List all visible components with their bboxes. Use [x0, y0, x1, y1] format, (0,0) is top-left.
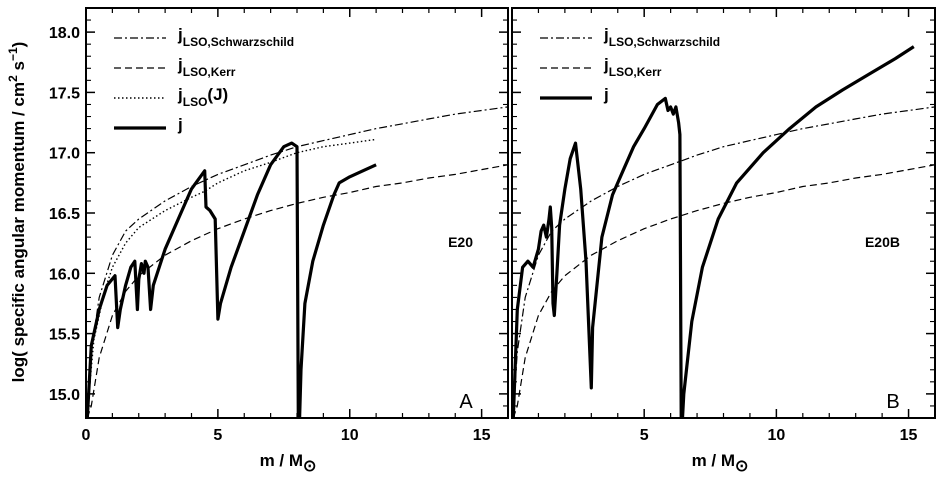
legend-entry: jLSO,Schwarzschild	[177, 25, 294, 49]
legend-subscript: LSO	[183, 95, 208, 109]
series-solid-line	[512, 45, 915, 418]
model-tag: E20	[448, 234, 473, 250]
x-axis-title-left-sun: ⊙	[303, 458, 316, 475]
y-axis-title-sup2: −1	[6, 47, 20, 61]
y-tick-label: 15.0	[49, 387, 80, 404]
model-tag: E20B	[865, 234, 900, 250]
panel-letter: B	[886, 391, 899, 413]
x-axis-title-left-main: m / M	[260, 451, 303, 470]
legend-entry: j	[177, 115, 183, 134]
legend-symbol: j	[603, 55, 609, 74]
x-axis-title-right-sun: ⊙	[735, 458, 748, 475]
x-axis-title-left: m / M⊙	[260, 451, 317, 475]
x-tick-label: 10	[767, 427, 785, 444]
series-dashed-line	[512, 164, 935, 418]
y-axis-title-suffix: )	[9, 42, 28, 48]
legend-suffix: (J)	[207, 85, 228, 104]
svg-text:log( specific angular momentum: log( specific angular momentum / cm2 s−1…	[6, 42, 28, 383]
panel-letter: A	[459, 391, 473, 413]
legend-entry: jLSO,Kerr	[177, 55, 236, 79]
y-tick-label: 15.5	[49, 327, 80, 344]
x-tick-label: 10	[341, 427, 359, 444]
legend-entry: jLSO(J)	[177, 85, 228, 109]
legend-entry: j	[603, 85, 609, 104]
y-axis-title-mid: s	[9, 61, 28, 75]
y-tick-label: 16.5	[49, 206, 80, 223]
legend-symbol: j	[177, 115, 183, 134]
legend-symbol: j	[603, 25, 609, 44]
y-tick-label: 18.0	[49, 25, 80, 42]
legend-symbol: j	[177, 25, 183, 44]
series-dotted-line	[86, 138, 377, 413]
legend-subscript: LSO,Schwarzschild	[183, 35, 294, 49]
x-tick-label: 5	[213, 427, 222, 444]
series-dashdot-line	[86, 106, 508, 413]
y-tick-label: 17.0	[49, 146, 80, 163]
y-axis-title-prefix: log( specific angular momentum / cm	[9, 82, 28, 382]
x-tick-label: 0	[82, 427, 91, 444]
x-tick-label: 15	[900, 427, 918, 444]
legend-entry: jLSO,Kerr	[603, 55, 662, 79]
x-tick-label: 15	[473, 427, 491, 444]
y-tick-label: 16.0	[49, 266, 80, 283]
legend-symbol: j	[177, 85, 183, 104]
y-tick-label: 17.5	[49, 85, 80, 102]
legend-subscript: LSO,Kerr	[609, 65, 662, 79]
series-dashed-line	[86, 164, 508, 418]
series-solid-line	[86, 141, 377, 418]
plot-frame	[511, 7, 936, 419]
y-axis-title-sup1: 2	[6, 75, 20, 82]
y-axis-title: log( specific angular momentum / cm2 s−1…	[6, 42, 28, 383]
legend-symbol: j	[177, 55, 183, 74]
x-tick-label: 5	[640, 427, 649, 444]
legend-subscript: LSO,Kerr	[183, 65, 236, 79]
legend-subscript: LSO,Schwarzschild	[609, 35, 720, 49]
legend-entry: jLSO,Schwarzschild	[603, 25, 720, 49]
legend-symbol: j	[603, 85, 609, 104]
x-axis-title-right: m / M⊙	[692, 451, 749, 475]
series-dashdot-line	[512, 106, 935, 413]
x-axis-title-right-main: m / M	[692, 451, 735, 470]
